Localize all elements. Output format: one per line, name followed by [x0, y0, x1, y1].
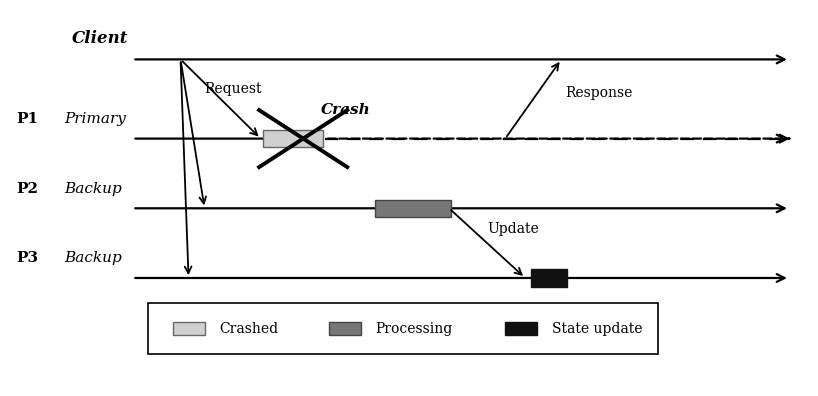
Text: P1: P1	[16, 112, 38, 126]
Text: Update: Update	[488, 222, 539, 236]
Text: Backup: Backup	[65, 251, 122, 265]
Text: State update: State update	[551, 322, 642, 336]
Text: Backup: Backup	[65, 182, 122, 196]
Bar	[148, 303, 658, 354]
Text: Crash: Crash	[321, 103, 371, 117]
Bar	[375, 200, 451, 217]
Bar	[329, 322, 361, 335]
Text: Request: Request	[204, 82, 262, 97]
Text: Processing: Processing	[375, 322, 452, 336]
Text: Client: Client	[72, 30, 128, 47]
Bar	[506, 322, 537, 335]
Text: P2: P2	[16, 182, 38, 196]
Bar	[263, 130, 323, 147]
Bar	[173, 322, 204, 335]
Text: Crashed: Crashed	[219, 322, 278, 336]
Text: Primary: Primary	[65, 112, 126, 126]
Text: P3: P3	[16, 251, 38, 265]
Bar	[531, 269, 568, 287]
Text: Response: Response	[565, 86, 632, 100]
